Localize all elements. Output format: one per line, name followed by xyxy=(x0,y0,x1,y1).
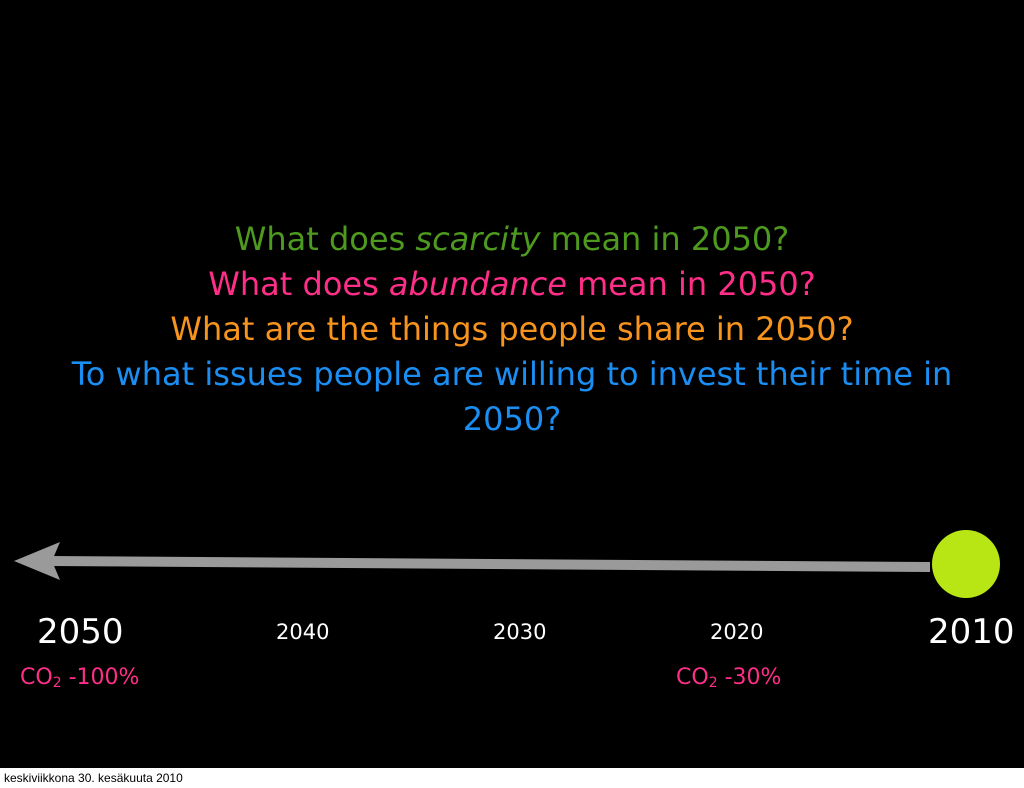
present-marker-dot xyxy=(932,530,1000,598)
footer-bar: keskiviikkona 30. kesäkuuta 2010 xyxy=(0,768,1024,788)
timeline-arrow-line xyxy=(50,556,930,572)
footer-date: keskiviikkona 30. kesäkuuta 2010 xyxy=(4,771,183,785)
year-2030-label: 2030 xyxy=(493,620,547,644)
timeline-arrowhead-icon xyxy=(14,542,60,580)
year-2020-label: 2020 xyxy=(710,620,764,644)
question-invest: To what issues people are willing to inv… xyxy=(71,355,953,438)
year-2010-label: 2010 xyxy=(928,612,1015,652)
year-2050-label: 2050 xyxy=(37,612,124,652)
question-abundance: What does abundance mean in 2050? xyxy=(208,265,816,303)
questions-block: What does scarcity mean in 2050? What do… xyxy=(0,217,1024,442)
question-scarcity: What does scarcity mean in 2050? xyxy=(234,220,790,258)
co2-target-2050: CO2 -100% xyxy=(20,665,140,691)
slide: What does scarcity mean in 2050? What do… xyxy=(0,0,1024,768)
timeline-arrow-graphic xyxy=(14,530,1000,598)
co2-target-2020: CO2 -30% xyxy=(676,665,782,691)
question-share: What are the things people share in 2050… xyxy=(170,310,854,348)
year-2040-label: 2040 xyxy=(276,620,330,644)
